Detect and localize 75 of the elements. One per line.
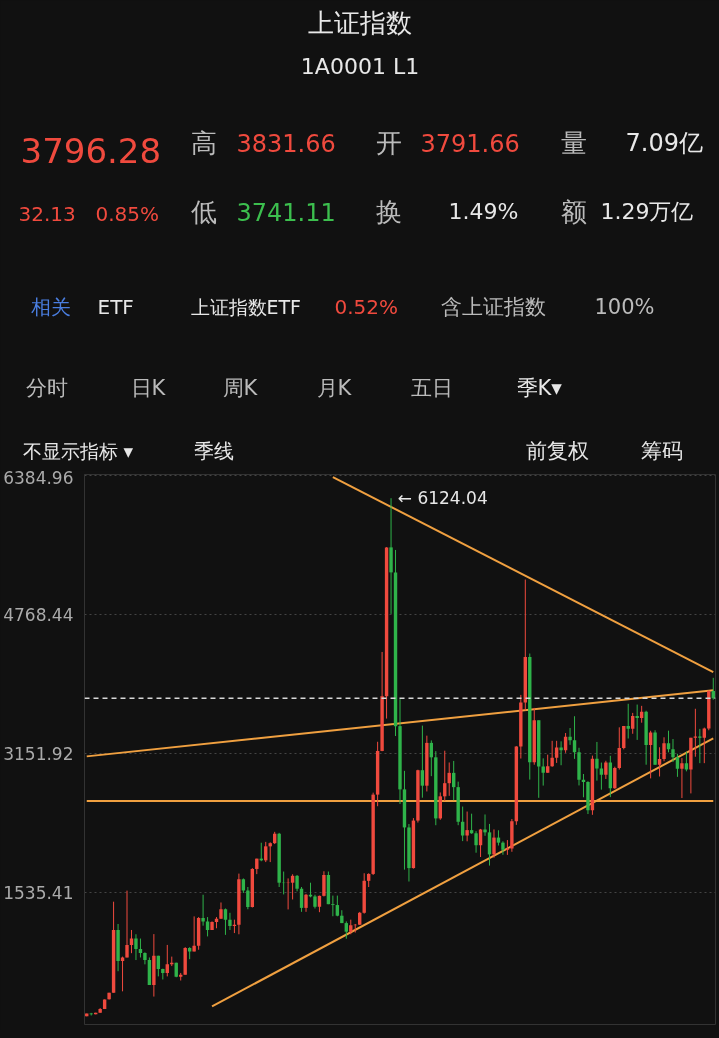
text: 不显示指标 ▾	[22, 439, 134, 462]
candlestick	[223, 907, 228, 936]
text: 量	[560, 127, 587, 158]
candlestick	[492, 828, 496, 859]
candlestick	[698, 728, 702, 764]
text: 开	[375, 127, 402, 158]
candlestick	[599, 762, 604, 791]
text: 低	[190, 196, 217, 227]
candlestick	[568, 727, 572, 746]
text: 相关	[30, 294, 71, 319]
text: 五日	[410, 375, 453, 400]
candlestick	[134, 933, 138, 961]
text: 1.49%	[448, 199, 519, 224]
y-tick-label: 6384.96	[3, 467, 74, 488]
candlestick	[246, 886, 250, 910]
candlestick	[120, 956, 125, 992]
text: 0.52%	[334, 294, 399, 319]
candlestick	[205, 916, 210, 937]
text: 换	[375, 196, 402, 227]
text: ETF	[97, 294, 134, 319]
candlestick	[165, 944, 169, 977]
text: 3791.66	[420, 129, 520, 158]
y-tick-label: 1535.41	[3, 883, 74, 904]
candlestick	[604, 760, 608, 780]
chart-title: 上证指数	[308, 7, 412, 38]
text: 32.13	[18, 201, 76, 226]
text: 100%	[594, 294, 655, 319]
text: 含上证指数	[440, 294, 546, 319]
text: 3796.28	[20, 131, 162, 171]
candlestick	[474, 830, 478, 854]
candlestick	[613, 766, 617, 790]
candlestick	[331, 895, 335, 917]
text: 上证指数ETF	[190, 295, 302, 318]
candlestick	[675, 753, 680, 778]
candlestick	[545, 754, 550, 774]
text: 3741.11	[236, 198, 336, 227]
text: 分时	[25, 375, 68, 400]
y-tick-label: 3151.92	[3, 744, 74, 765]
candlestick	[657, 746, 662, 777]
text: 3831.66	[236, 129, 336, 158]
candlestick	[201, 894, 205, 927]
text: 周K	[222, 375, 259, 400]
annotation: ← 6124.04	[397, 488, 488, 509]
y-tick-label: 4768.44	[3, 605, 74, 626]
text: 0.85%	[95, 201, 160, 226]
candlestick	[420, 725, 425, 799]
candlestick	[501, 840, 505, 856]
candlestick	[290, 873, 295, 900]
text: 日K	[130, 375, 167, 400]
text: 高	[190, 127, 217, 158]
candlestick	[465, 811, 469, 842]
text: 额	[560, 196, 587, 227]
text: 季线	[193, 438, 234, 463]
candlestick	[322, 870, 326, 897]
text: 月K	[316, 375, 353, 400]
text: 1.29万亿	[600, 199, 694, 224]
candlestick	[125, 890, 129, 958]
text: 筹码	[640, 438, 683, 463]
candlestick	[595, 741, 599, 782]
candlestick	[684, 751, 689, 772]
candlestick	[648, 730, 653, 779]
text: 季K▾	[516, 375, 563, 400]
candlestick	[192, 915, 196, 952]
candlestick	[635, 704, 639, 741]
candlestick	[680, 757, 684, 799]
candlestick	[671, 738, 675, 763]
candlestick	[550, 740, 554, 768]
text: 前复权	[525, 438, 589, 463]
candlestick	[693, 708, 698, 758]
candlestick	[662, 736, 666, 762]
text: 7.09亿	[625, 128, 703, 157]
candlestick	[228, 912, 232, 931]
candlestick	[541, 757, 545, 787]
candlestick	[626, 703, 630, 739]
chart-subtitle: 1A0001 L1	[300, 54, 420, 79]
